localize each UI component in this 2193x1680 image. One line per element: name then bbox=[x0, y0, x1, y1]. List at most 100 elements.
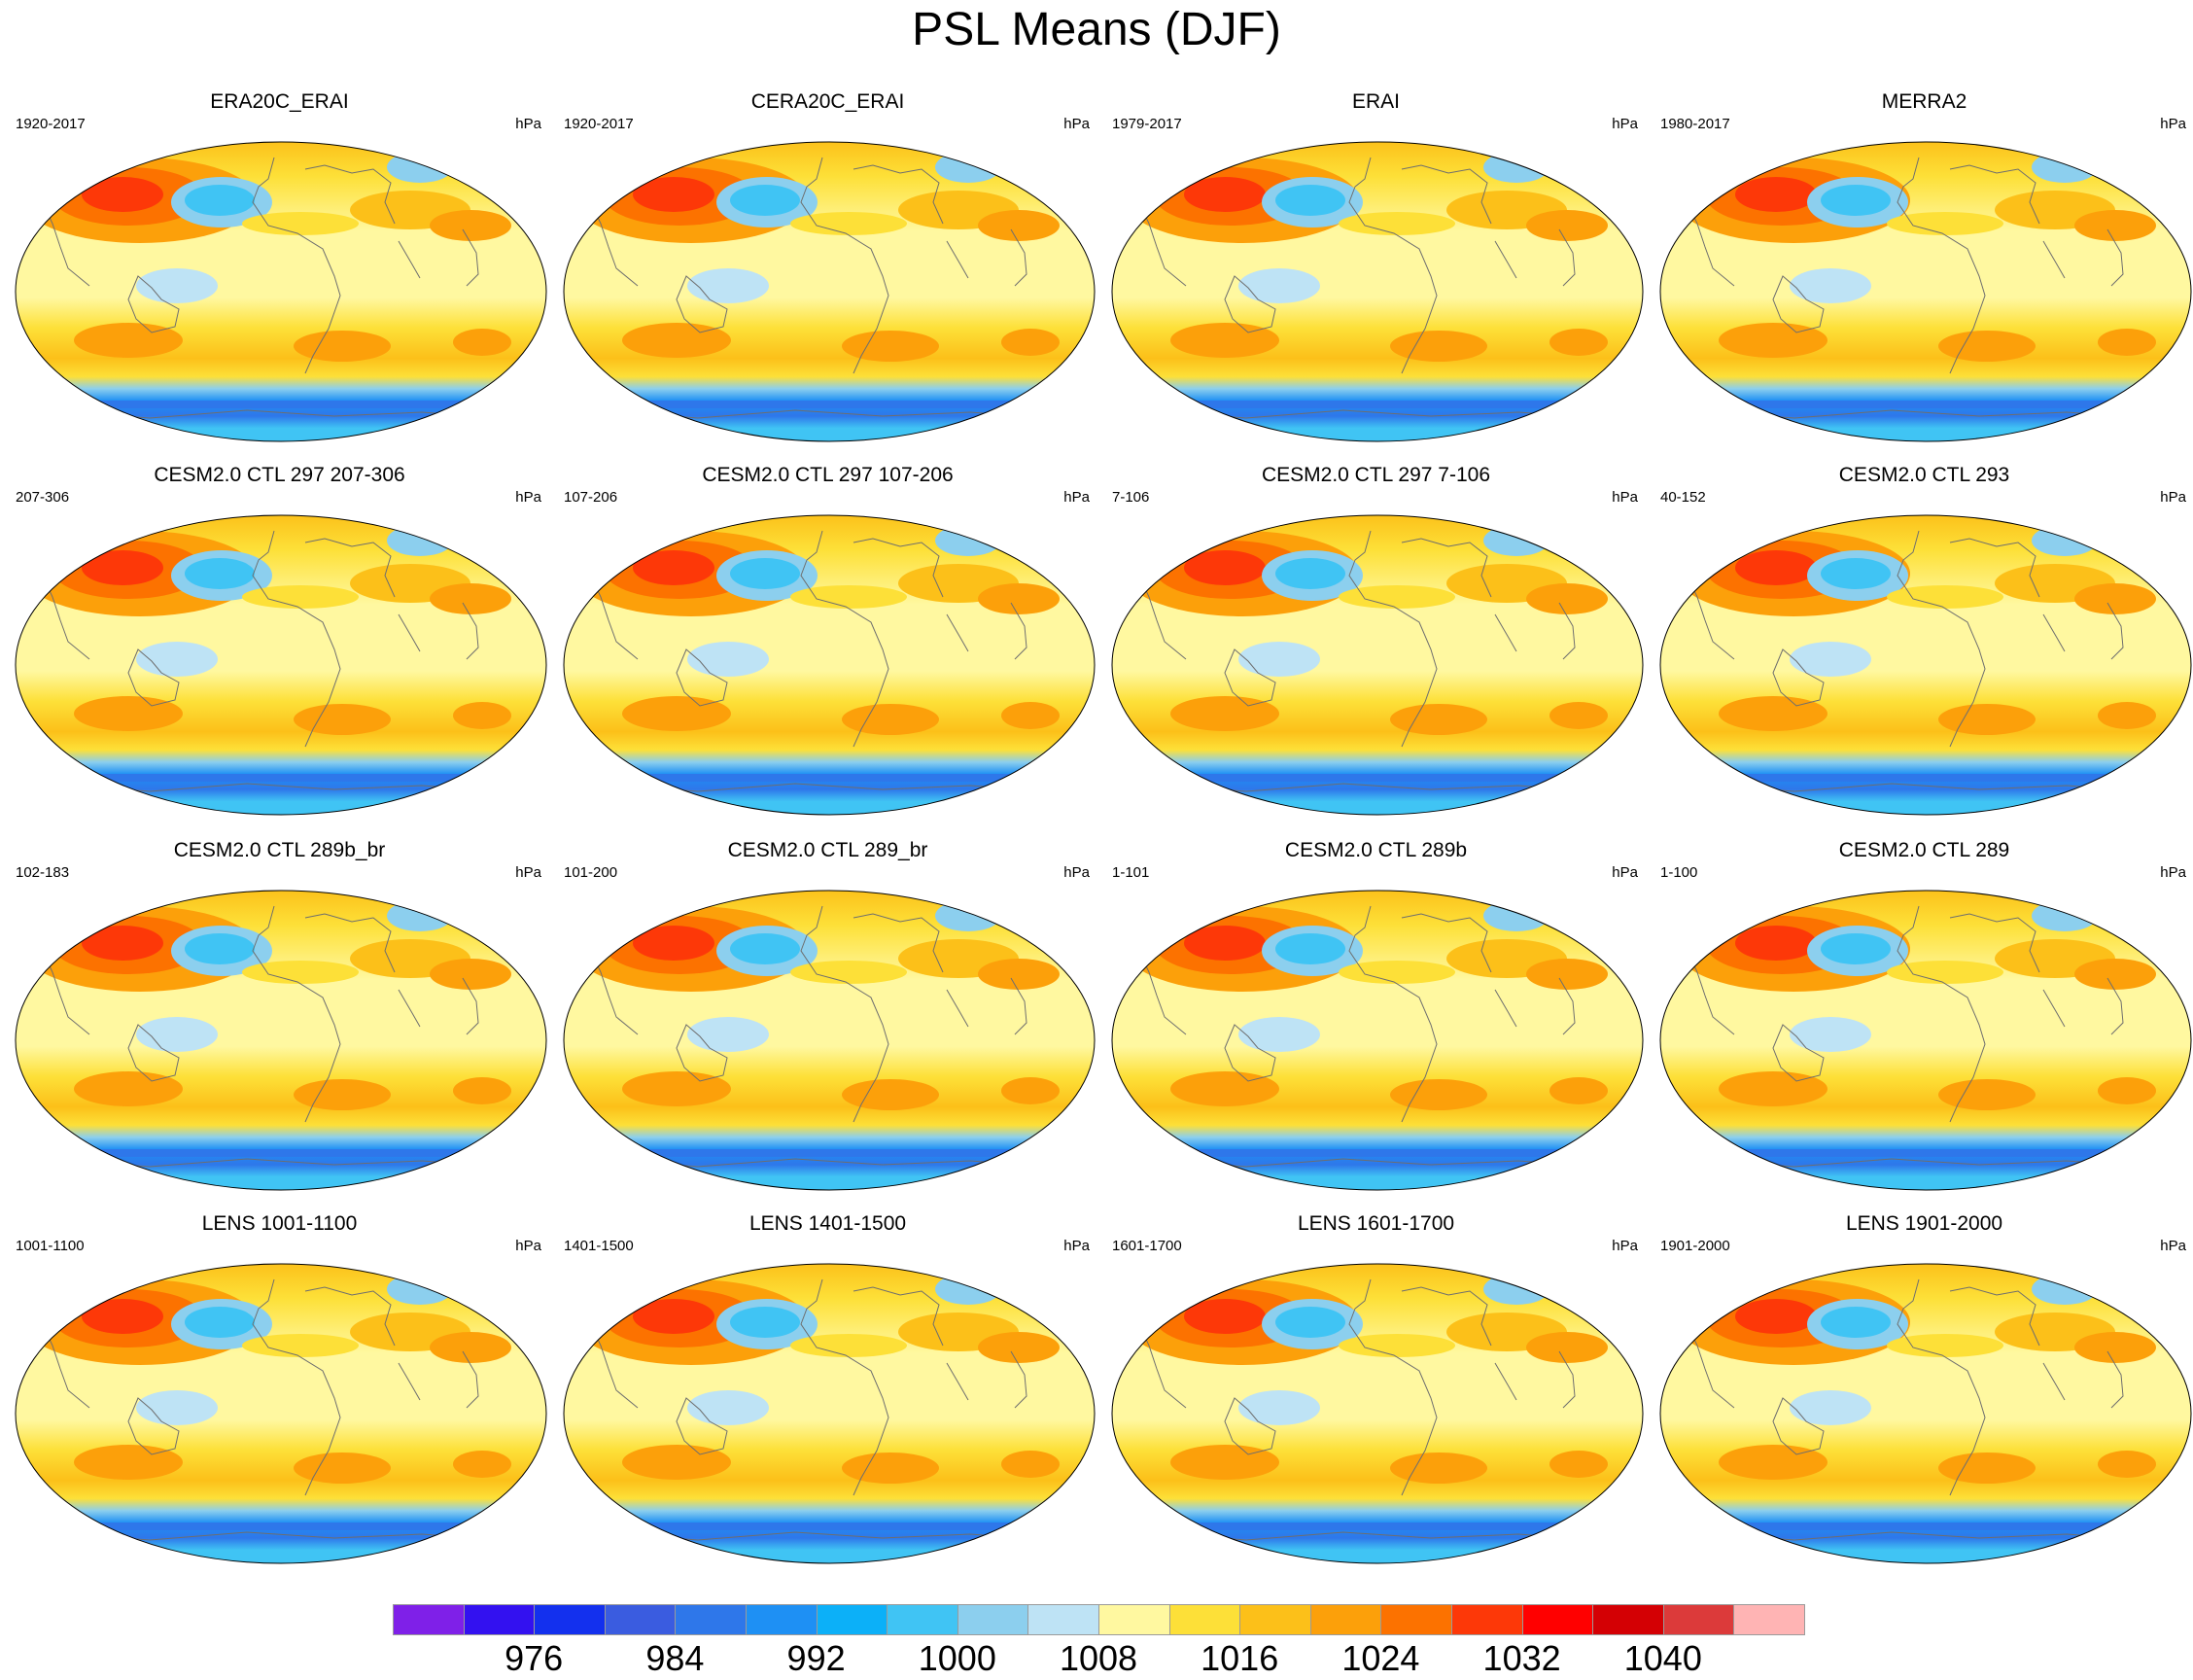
panel-period: 40-152 bbox=[1660, 489, 1706, 506]
panel-period: 101-200 bbox=[564, 864, 618, 881]
panel-units: hPa bbox=[2160, 864, 2186, 881]
psl-contour-map bbox=[15, 141, 547, 442]
colorbar-swatch bbox=[746, 1604, 818, 1635]
colorbar-swatch bbox=[463, 1604, 536, 1635]
colorbar-tick-label: 1032 bbox=[1482, 1638, 1561, 1678]
psl-contour-map bbox=[1111, 141, 1644, 442]
colorbar-swatch bbox=[887, 1604, 958, 1635]
panel-units: hPa bbox=[1612, 1238, 1638, 1254]
panel-units: hPa bbox=[2160, 1238, 2186, 1254]
psl-contour-map bbox=[1659, 141, 2192, 442]
panel-title: CESM2.0 CTL 297 7-106 bbox=[1261, 464, 1490, 486]
colorbar-tick-label: 976 bbox=[505, 1638, 564, 1678]
panel-period: 1901-2000 bbox=[1660, 1238, 1730, 1254]
map-panel: LENS 1601-1700 1601-1700 hPa bbox=[1102, 1211, 1650, 1571]
psl-contour-map bbox=[563, 1263, 1096, 1564]
panel-period: 7-106 bbox=[1112, 489, 1150, 506]
map-panel: ERA20C_ERAI 1920-2017 hPa bbox=[6, 89, 553, 449]
panel-units: hPa bbox=[515, 116, 541, 132]
colorbar-swatch bbox=[1027, 1604, 1099, 1635]
panel-title: ERA20C_ERAI bbox=[210, 90, 349, 113]
panel-period: 1979-2017 bbox=[1112, 116, 1182, 132]
panel-units: hPa bbox=[1063, 116, 1090, 132]
panel-title: CERA20C_ERAI bbox=[750, 90, 905, 113]
map-panel: CESM2.0 CTL 297 7-106 7-106 hPa bbox=[1102, 463, 1650, 822]
panel-title: MERRA2 bbox=[1881, 90, 1967, 113]
map-panel: LENS 1001-1100 1001-1100 hPa bbox=[6, 1211, 553, 1571]
colorbar-tick-label: 984 bbox=[645, 1638, 705, 1678]
map-panel: MERRA2 1980-2017 hPa bbox=[1651, 89, 2193, 449]
colorbar-swatch bbox=[1451, 1604, 1523, 1635]
map-panel: CESM2.0 CTL 297 107-206 107-206 hPa bbox=[554, 463, 1101, 822]
colorbar-tick-label: 1024 bbox=[1341, 1638, 1420, 1678]
panel-units: hPa bbox=[515, 1238, 541, 1254]
psl-contour-map bbox=[1111, 890, 1644, 1191]
panel-title: ERAI bbox=[1351, 90, 1400, 113]
map-panel: LENS 1401-1500 1401-1500 hPa bbox=[554, 1211, 1101, 1571]
map-panel: CESM2.0 CTL 293 40-152 hPa bbox=[1651, 463, 2193, 822]
panel-units: hPa bbox=[1612, 864, 1638, 881]
map-panel: CESM2.0 CTL 289_br 101-200 hPa bbox=[554, 838, 1101, 1198]
figure-title: PSL Means (DJF) bbox=[912, 4, 1281, 55]
panel-period: 1-101 bbox=[1112, 864, 1150, 881]
psl-contour-map bbox=[15, 514, 547, 816]
panel-title: LENS 1901-2000 bbox=[1845, 1212, 2003, 1235]
panel-period: 107-206 bbox=[564, 489, 618, 506]
psl-contour-map bbox=[15, 890, 547, 1191]
map-panel: LENS 1901-2000 1901-2000 hPa bbox=[1651, 1211, 2193, 1571]
panel-period: 1001-1100 bbox=[16, 1238, 85, 1254]
panel-period: 207-306 bbox=[16, 489, 70, 506]
panel-units: hPa bbox=[1063, 489, 1090, 506]
colorbar-tick-label: 1008 bbox=[1059, 1638, 1138, 1678]
panel-title: LENS 1601-1700 bbox=[1297, 1212, 1455, 1235]
panel-title: CESM2.0 CTL 297 107-206 bbox=[702, 464, 954, 486]
colorbar-swatch bbox=[816, 1604, 888, 1635]
colorbar-swatch bbox=[393, 1604, 465, 1635]
colorbar-swatch bbox=[1521, 1604, 1594, 1635]
colorbar-swatch bbox=[675, 1604, 747, 1635]
colorbar-tick-label: 1040 bbox=[1623, 1638, 1702, 1678]
map-panel: CESM2.0 CTL 289b_br 102-183 hPa bbox=[6, 838, 553, 1198]
psl-contour-map bbox=[1111, 1263, 1644, 1564]
colorbar-swatch bbox=[1592, 1604, 1664, 1635]
colorbar bbox=[393, 1604, 1805, 1635]
panel-period: 1980-2017 bbox=[1660, 116, 1730, 132]
panel-title: CESM2.0 CTL 289b_br bbox=[173, 839, 386, 861]
colorbar-swatch bbox=[1168, 1604, 1241, 1635]
panel-period: 1-100 bbox=[1660, 864, 1698, 881]
panel-period: 102-183 bbox=[16, 864, 70, 881]
panel-period: 1401-1500 bbox=[564, 1238, 634, 1254]
panel-period: 1920-2017 bbox=[16, 116, 86, 132]
psl-contour-map bbox=[563, 890, 1096, 1191]
colorbar-swatch bbox=[1239, 1604, 1311, 1635]
panel-units: hPa bbox=[1063, 864, 1090, 881]
map-panel: CERA20C_ERAI 1920-2017 hPa bbox=[554, 89, 1101, 449]
panel-units: hPa bbox=[515, 864, 541, 881]
psl-contour-map bbox=[1111, 514, 1644, 816]
panel-title: LENS 1401-1500 bbox=[748, 1212, 907, 1235]
colorbar-swatch bbox=[1662, 1604, 1735, 1635]
panel-title: CESM2.0 CTL 289_br bbox=[727, 839, 928, 861]
colorbar-tick-label: 1000 bbox=[918, 1638, 996, 1678]
map-panel: CESM2.0 CTL 289 1-100 hPa bbox=[1651, 838, 2193, 1198]
panel-title: CESM2.0 CTL 293 bbox=[1838, 464, 2010, 486]
panel-units: hPa bbox=[1063, 1238, 1090, 1254]
panel-period: 1920-2017 bbox=[564, 116, 634, 132]
psl-contour-map bbox=[1659, 514, 2192, 816]
psl-contour-map bbox=[15, 1263, 547, 1564]
panel-title: LENS 1001-1100 bbox=[201, 1212, 358, 1235]
panel-title: CESM2.0 CTL 297 207-306 bbox=[154, 464, 405, 486]
panel-units: hPa bbox=[1612, 116, 1638, 132]
colorbar-tick-label: 1016 bbox=[1201, 1638, 1279, 1678]
panel-units: hPa bbox=[515, 489, 541, 506]
psl-contour-map bbox=[1659, 890, 2192, 1191]
panel-units: hPa bbox=[1612, 489, 1638, 506]
colorbar-tick-label: 992 bbox=[786, 1638, 846, 1678]
colorbar-swatch bbox=[1098, 1604, 1170, 1635]
map-panel: CESM2.0 CTL 297 207-306 207-306 hPa bbox=[6, 463, 553, 822]
map-panel: CESM2.0 CTL 289b 1-101 hPa bbox=[1102, 838, 1650, 1198]
colorbar-swatch bbox=[534, 1604, 606, 1635]
colorbar-swatch bbox=[604, 1604, 677, 1635]
colorbar-swatch bbox=[957, 1604, 1029, 1635]
map-panel: ERAI 1979-2017 hPa bbox=[1102, 89, 1650, 449]
